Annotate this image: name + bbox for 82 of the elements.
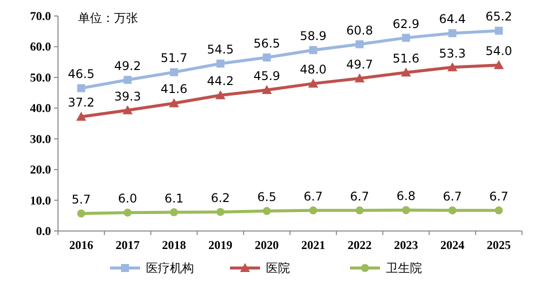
- point: [401, 68, 411, 77]
- point: [76, 112, 86, 121]
- point: [77, 209, 86, 218]
- data-label: 58.9: [300, 29, 327, 44]
- data-label: 5.7: [72, 192, 91, 206]
- x-tick-label: 2022: [348, 238, 372, 252]
- y-tick-label: 40.0: [30, 101, 51, 116]
- data-label: 46.5: [68, 67, 95, 82]
- data-label: 51.7: [160, 51, 188, 66]
- point: [169, 98, 179, 108]
- data-label: 44.2: [207, 74, 234, 88]
- point: [447, 62, 458, 72]
- data-label: 54.0: [485, 44, 512, 58]
- data-label: 53.3: [439, 46, 466, 60]
- data-label: 39.3: [114, 89, 141, 104]
- x-tick-label: 2020: [254, 238, 279, 252]
- point: [309, 46, 318, 54]
- data-label: 6.0: [118, 192, 138, 206]
- point: [216, 60, 224, 68]
- data-label: 6.8: [396, 189, 416, 204]
- point: [170, 208, 178, 216]
- point: [215, 90, 226, 100]
- data-label: 64.4: [439, 12, 466, 26]
- data-label: 6.7: [442, 189, 462, 204]
- y-tick-label: 20.0: [30, 162, 51, 177]
- point: [77, 84, 86, 92]
- point: [262, 85, 272, 94]
- y-tick-label: 10.0: [30, 193, 51, 208]
- data-label: 41.6: [160, 82, 188, 96]
- x-tick-label: 2024: [440, 238, 464, 252]
- data-label: 6.2: [210, 190, 230, 205]
- data-label: 6.7: [304, 189, 323, 204]
- point: [494, 206, 503, 214]
- data-label: 37.2: [68, 96, 95, 110]
- data-label: 6.7: [350, 189, 370, 204]
- point: [494, 60, 504, 70]
- point: [262, 53, 271, 62]
- x-tick-label: 2019: [208, 238, 232, 252]
- x-tick-label: 2018: [162, 238, 186, 252]
- x-tick-label: 2017: [116, 238, 140, 252]
- point: [356, 206, 364, 214]
- data-label: 6.5: [257, 190, 276, 204]
- data-label: 45.9: [253, 69, 280, 84]
- y-tick-label: 0.0: [36, 224, 51, 238]
- data-label: 6.7: [489, 189, 508, 204]
- data-label: 49.7: [346, 57, 373, 72]
- point: [402, 206, 410, 214]
- data-label: 54.5: [207, 42, 234, 57]
- data-label: 56.5: [253, 36, 280, 50]
- point: [494, 26, 503, 35]
- point: [356, 40, 364, 48]
- data-label: 49.2: [114, 58, 141, 73]
- data-label: 51.6: [392, 52, 420, 66]
- point: [122, 105, 133, 114]
- point: [354, 73, 365, 82]
- legend-label: 卫生院: [386, 261, 422, 275]
- data-label: 65.2: [485, 10, 512, 24]
- point: [402, 34, 410, 42]
- point: [262, 207, 271, 216]
- point: [124, 208, 132, 217]
- point: [309, 206, 318, 214]
- legend-label: 医疗机构: [146, 261, 194, 275]
- y-tick-label: 30.0: [30, 132, 51, 146]
- legend-label: 医院: [266, 261, 290, 275]
- point: [308, 78, 318, 88]
- point: [448, 29, 456, 38]
- x-tick-label: 2023: [394, 238, 418, 252]
- point: [448, 206, 456, 214]
- x-tick-label: 2021: [301, 238, 326, 252]
- y-tick-label: 60.0: [30, 40, 51, 54]
- annotation: 单位：万张: [78, 11, 138, 25]
- data-label: 60.8: [346, 23, 373, 38]
- point: [124, 76, 132, 84]
- point: [216, 208, 224, 216]
- y-tick-label: 50.0: [30, 70, 51, 84]
- data-label: 48.0: [300, 62, 327, 77]
- x-tick-label: 2016: [69, 238, 94, 252]
- data-label: 6.1: [164, 191, 184, 206]
- x-tick-label: 2025: [486, 238, 511, 252]
- y-tick-label: 70.0: [30, 9, 51, 23]
- point: [170, 68, 178, 76]
- data-label: 62.9: [392, 16, 420, 31]
